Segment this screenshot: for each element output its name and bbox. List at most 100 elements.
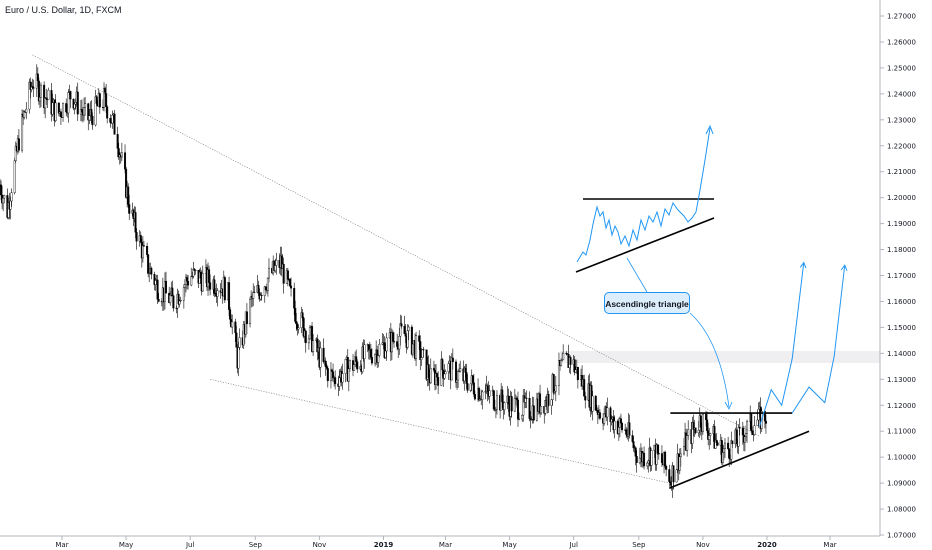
candle-body: [471, 375, 474, 383]
candle-body: [547, 394, 550, 406]
dotted-trendline: [210, 379, 670, 484]
candle-body: [228, 282, 231, 310]
candle-body: [293, 287, 296, 309]
candle-body: [503, 402, 506, 410]
candle-body: [111, 115, 114, 124]
candle-body: [91, 115, 94, 126]
candle-body: [370, 357, 373, 364]
candle-body: [635, 456, 638, 463]
candle-body: [415, 335, 418, 359]
candle-body: [515, 397, 518, 401]
candle-body: [216, 290, 219, 297]
candle-body: [404, 333, 407, 337]
candle-body: [80, 109, 83, 113]
candle-body: [304, 330, 307, 344]
candle-body: [473, 393, 476, 400]
candle-body: [697, 429, 700, 434]
candle-body: [574, 369, 577, 373]
candle-body: [65, 103, 68, 113]
sketch-arrowhead: [705, 124, 714, 135]
candle-body: [135, 231, 138, 242]
price-tick-label: 1.10000: [887, 454, 916, 462]
candle-body: [332, 371, 335, 379]
candle-body: [213, 279, 216, 294]
price-tick-label: 1.21000: [887, 168, 916, 176]
resistance-zone: [560, 351, 880, 363]
candle-body: [457, 370, 460, 381]
candle-body: [459, 368, 462, 372]
candle-body: [297, 327, 300, 330]
candle-body: [746, 421, 749, 434]
pattern-label: Ascendingle triangle: [604, 292, 690, 314]
candle-body: [94, 96, 97, 126]
candle-body: [665, 465, 668, 470]
annotation-arrowhead: [724, 401, 733, 410]
candle-body: [398, 336, 401, 350]
candle-body: [344, 358, 347, 374]
candle-body: [25, 108, 28, 113]
candle-body: [686, 435, 689, 451]
candle-body: [171, 287, 174, 297]
candle-body: [264, 286, 267, 290]
time-tick-label: Nov: [313, 541, 327, 549]
candle-body: [756, 419, 759, 426]
candle-body: [208, 269, 211, 283]
price-tick-label: 1.23000: [887, 116, 916, 124]
sketch-support-line: [575, 217, 715, 273]
candle-body: [410, 326, 413, 355]
triangle-boundary-line: [668, 430, 810, 490]
annotation-arrow: [689, 312, 730, 408]
candle-body: [274, 265, 277, 271]
candle-body: [179, 299, 182, 302]
candle-body: [619, 418, 622, 424]
candle-body: [510, 396, 513, 412]
candle-body: [617, 427, 620, 434]
candle-body: [591, 395, 594, 412]
time-tick-label: 2020: [757, 541, 777, 549]
candle-body: [664, 451, 667, 467]
candle-body: [0, 184, 3, 196]
candle-body: [325, 366, 328, 369]
candle-body: [139, 235, 142, 243]
candle-body: [495, 395, 498, 410]
candle-body: [312, 340, 315, 352]
candle-body: [17, 138, 20, 151]
candle-body: [675, 469, 678, 483]
candle-body: [385, 337, 388, 352]
candle-body: [735, 429, 738, 444]
candle-body: [14, 145, 17, 161]
candle-body: [678, 456, 681, 471]
candle-body: [286, 270, 289, 280]
price-tick-label: 1.18000: [887, 246, 916, 254]
price-tick-label: 1.07000: [887, 532, 916, 540]
candle-body: [165, 280, 168, 294]
price-tick-label: 1.08000: [887, 506, 916, 514]
candle-body: [377, 355, 380, 363]
candle-body: [290, 285, 293, 289]
candle-body: [646, 462, 649, 467]
candle-body: [266, 277, 269, 291]
candle-body: [407, 326, 410, 331]
candle-body: [355, 356, 358, 362]
candle-body: [57, 102, 60, 114]
candle-body: [322, 347, 325, 362]
candle-body: [44, 97, 47, 109]
candle-body: [194, 269, 197, 271]
candle-body: [324, 360, 327, 368]
candle-body: [576, 366, 579, 381]
candle-body: [302, 317, 305, 337]
candle-body: [74, 102, 77, 105]
candle-body: [69, 91, 72, 100]
candle-body: [634, 447, 637, 457]
price-tick-label: 1.19000: [887, 220, 916, 228]
candle-body: [643, 452, 646, 467]
candle-body: [267, 267, 270, 279]
candle-body: [569, 357, 572, 365]
candle-body: [557, 360, 560, 386]
candle-body: [521, 415, 524, 420]
price-tick-label: 1.26000: [887, 38, 916, 46]
candle-body: [95, 96, 98, 104]
candle-body: [513, 398, 516, 412]
candle-body: [235, 332, 238, 348]
candle-body: [201, 273, 204, 292]
